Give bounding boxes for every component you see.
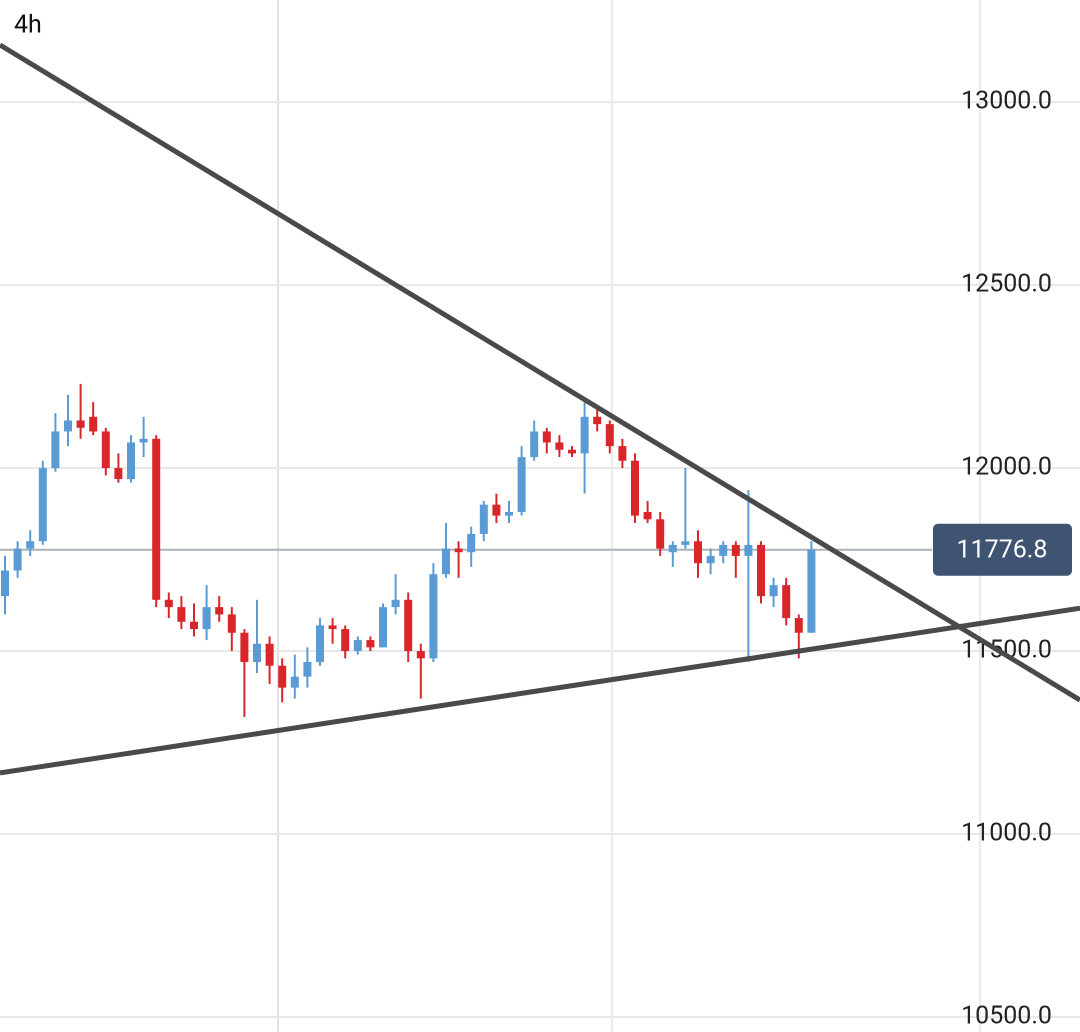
candle-body [328,625,337,630]
candle-body [101,431,110,469]
candle-body [190,621,198,630]
candle-body [467,533,476,553]
candle-body [127,442,135,480]
candle-body [253,643,261,663]
candle-body [316,625,324,663]
candle-body [303,662,312,677]
candle-body [505,511,513,516]
candle-body [694,541,702,564]
candle-body [782,585,791,619]
candle-body [568,449,576,454]
candle-body [26,541,35,549]
candle-body [769,585,778,597]
candle-body [542,431,551,443]
y-tick-label: 13000.0 [961,87,1052,116]
candle-body [177,607,186,622]
candle-body [681,541,690,545]
candle-body [580,416,589,454]
candle-body [379,607,387,648]
candle-body [139,438,148,443]
candle-body [479,504,488,534]
candle-body [353,640,362,652]
candle-body [429,574,438,659]
candle-body [64,420,72,432]
y-tick-label: 11000.0 [961,819,1052,848]
candle-body [605,424,614,447]
candle-body [391,599,400,608]
candle-body [51,431,60,469]
candle-body [366,640,375,648]
candle-body [265,643,274,666]
candle-body [76,420,85,428]
candle-body [731,544,740,556]
candle-body [278,665,287,688]
interval-label: 4h [14,11,42,40]
last-price-box [933,523,1072,576]
y-tick-label: 12000.0 [961,453,1052,482]
candle-body [290,676,299,688]
candle-body [341,629,350,652]
candle-body [38,468,47,542]
candle-body [656,519,665,549]
candle-body [706,555,715,564]
candle-body [530,431,539,458]
y-tick-label: 12500.0 [961,270,1052,299]
candle-body [13,548,22,571]
trend-line [0,605,1080,776]
last-price-label: 11776.8 [957,535,1048,564]
candle-body [631,460,639,516]
candle-body [1,570,9,597]
candle-body [744,544,753,556]
candle-body [807,549,816,633]
candle-body [164,599,173,608]
candle-body [719,544,728,556]
trend-line [0,42,1080,703]
candle-body [442,548,450,575]
candle-body [593,416,602,425]
candle-body [227,614,236,633]
y-tick-label: 10500.0 [961,1002,1052,1031]
candle-body [404,599,413,652]
candle-body [618,446,627,461]
candle-body [454,548,463,553]
candle-body [202,607,211,630]
candle-body [668,544,677,553]
candle-body [643,511,652,520]
candle-body [517,457,526,512]
candle-body [89,416,98,432]
candle-body [555,442,564,450]
candle-body [794,618,803,633]
candle-body [240,632,249,663]
candle-body [152,438,161,600]
candle-body [492,504,501,516]
candle-body [416,651,425,659]
y-tick-label: 11500.0 [961,636,1052,665]
candle-body [215,607,224,615]
candle-body [114,468,123,480]
candle-body [757,544,765,597]
